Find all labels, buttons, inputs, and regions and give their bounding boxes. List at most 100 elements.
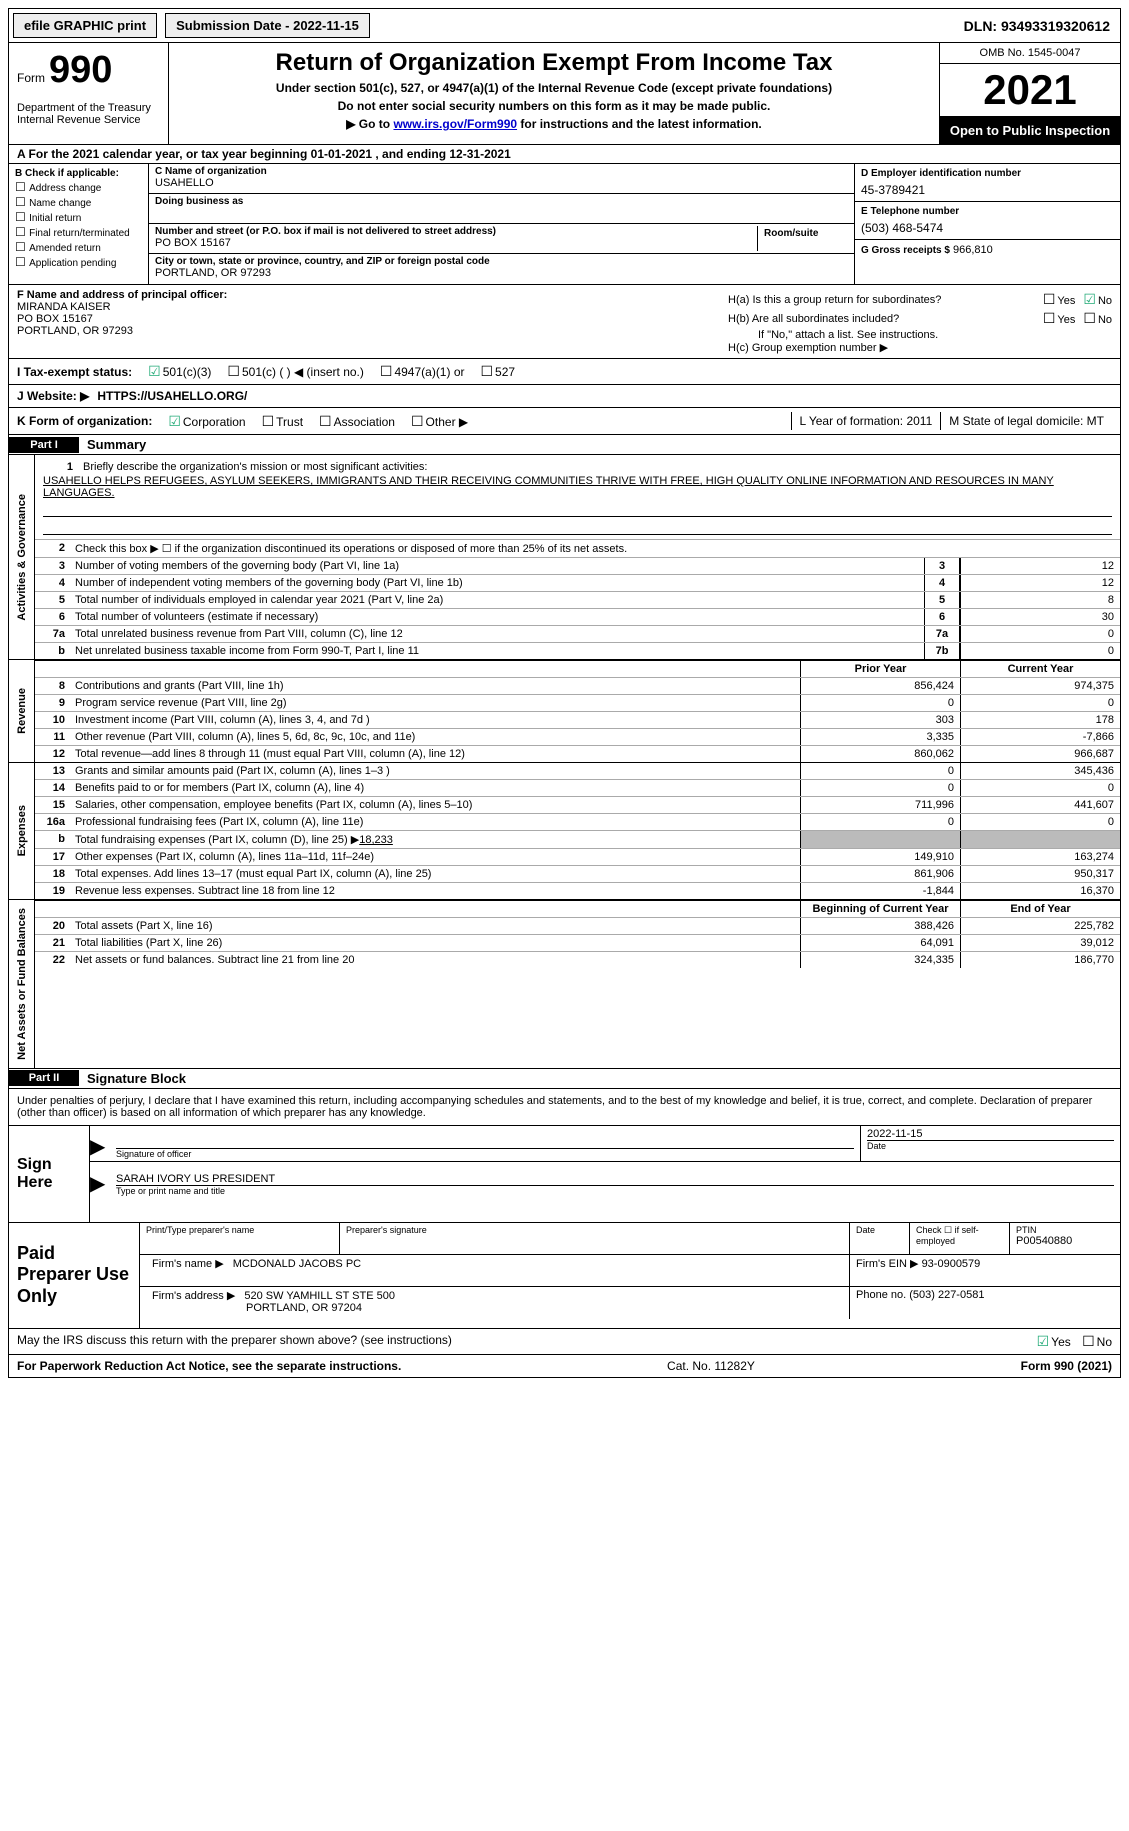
org-name: USAHELLO bbox=[155, 177, 848, 189]
ha-no[interactable]: No bbox=[1075, 291, 1112, 308]
hb-no[interactable]: No bbox=[1075, 310, 1112, 327]
hdr-curr: Current Year bbox=[960, 661, 1120, 677]
firm-addr2: PORTLAND, OR 97204 bbox=[146, 1302, 843, 1314]
footer-left: For Paperwork Reduction Act Notice, see … bbox=[17, 1359, 401, 1373]
e20: 225,782 bbox=[960, 918, 1120, 934]
tel-value: (503) 468-5474 bbox=[861, 221, 1114, 235]
row-k-formorg: K Form of organization: Corporation Trus… bbox=[9, 408, 1120, 435]
block-bcd: B Check if applicable: Address change Na… bbox=[9, 164, 1120, 285]
sig-name-label: Type or print name and title bbox=[116, 1185, 1114, 1196]
phone-lbl: Phone no. bbox=[856, 1289, 906, 1301]
sign-here-block: Sign Here ▶ Signature of officer 2022-11… bbox=[9, 1126, 1120, 1223]
ptin-lbl: PTIN bbox=[1016, 1225, 1114, 1235]
line-15: Salaries, other compensation, employee b… bbox=[71, 797, 800, 813]
chk-name-change[interactable]: Name change bbox=[15, 195, 142, 209]
row-j-website: J Website: ▶ HTTPS://USAHELLO.ORG/ bbox=[9, 385, 1120, 408]
col-c-orginfo: C Name of organization USAHELLO Doing bu… bbox=[149, 164, 855, 284]
efile-print-button[interactable]: efile GRAPHIC print bbox=[13, 13, 157, 38]
lb-text: Total fundraising expenses (Part IX, col… bbox=[75, 834, 359, 846]
dept-label: Department of the Treasury Internal Reve… bbox=[17, 102, 160, 126]
i-label: I Tax-exempt status: bbox=[17, 365, 132, 379]
officer-name: MIRANDA KAISER bbox=[17, 301, 712, 313]
form-subtitle: Under section 501(c), 527, or 4947(a)(1)… bbox=[175, 81, 933, 95]
chk-501c[interactable]: 501(c) ( ) ◀ (insert no.) bbox=[219, 363, 363, 380]
form-990: 990 bbox=[49, 49, 112, 92]
blank-2 bbox=[43, 517, 1112, 535]
psig-lbl: Preparer's signature bbox=[346, 1225, 843, 1235]
part1-header: Part I Summary bbox=[9, 435, 1120, 455]
net-col-hdr: Beginning of Current YearEnd of Year bbox=[35, 900, 1120, 917]
chk-trust[interactable]: Trust bbox=[254, 413, 303, 430]
penalties-text: Under penalties of perjury, I declare th… bbox=[9, 1089, 1120, 1126]
blank-1 bbox=[43, 499, 1112, 517]
line-7a: Total unrelated business revenue from Pa… bbox=[71, 626, 924, 642]
chk-addr-change[interactable]: Address change bbox=[15, 180, 142, 194]
sig-date-label: Date bbox=[867, 1140, 1114, 1151]
b20: 388,426 bbox=[800, 918, 960, 934]
line-5: Total number of individuals employed in … bbox=[71, 592, 924, 608]
col-f-officer: F Name and address of principal officer:… bbox=[9, 285, 720, 358]
j-label: J Website: ▶ bbox=[17, 389, 89, 403]
top-bar: efile GRAPHIC print Submission Date - 20… bbox=[9, 9, 1120, 43]
submission-date: Submission Date - 2022-11-15 bbox=[165, 13, 370, 38]
chk-amended[interactable]: Amended return bbox=[15, 240, 142, 254]
line-8: Contributions and grants (Part VIII, lin… bbox=[71, 678, 800, 694]
chk-corp[interactable]: Corporation bbox=[160, 413, 245, 430]
line-16a: Professional fundraising fees (Part IX, … bbox=[71, 814, 800, 830]
b-label: B Check if applicable: bbox=[15, 168, 142, 179]
line-9: Program service revenue (Part VIII, line… bbox=[71, 695, 800, 711]
instr2-suffix: for instructions and the latest informat… bbox=[517, 117, 762, 131]
city-value: PORTLAND, OR 97293 bbox=[155, 267, 848, 279]
rev-col-hdr: Prior YearCurrent Year bbox=[35, 660, 1120, 677]
form-container: efile GRAPHIC print Submission Date - 20… bbox=[8, 8, 1121, 1378]
irs-link[interactable]: www.irs.gov/Form990 bbox=[393, 117, 517, 131]
mission-text: USAHELLO HELPS REFUGEES, ASYLUM SEEKERS,… bbox=[43, 475, 1112, 499]
chk-501c3[interactable]: 501(c)(3) bbox=[140, 363, 211, 380]
chk-527[interactable]: 527 bbox=[472, 363, 515, 380]
c12: 966,687 bbox=[960, 746, 1120, 762]
l-year: L Year of formation: 2011 bbox=[791, 412, 941, 430]
paid-prep-label: Paid Preparer Use Only bbox=[9, 1223, 139, 1328]
chk-assoc[interactable]: Association bbox=[311, 413, 395, 430]
street-label: Number and street (or P.O. box if mail i… bbox=[155, 226, 757, 237]
chk-initial[interactable]: Initial return bbox=[15, 210, 142, 224]
c-name-label: C Name of organization bbox=[155, 166, 848, 177]
line-14: Benefits paid to or for members (Part IX… bbox=[71, 780, 800, 796]
chk-pending[interactable]: Application pending bbox=[15, 255, 142, 269]
sig-officer-label: Signature of officer bbox=[116, 1148, 854, 1159]
form-label: Form bbox=[17, 71, 45, 85]
tax-year: 2021 bbox=[940, 64, 1120, 117]
e22: 186,770 bbox=[960, 952, 1120, 968]
city-label: City or town, state or province, country… bbox=[155, 256, 848, 267]
chk-final[interactable]: Final return/terminated bbox=[15, 225, 142, 239]
hb-yes[interactable]: Yes bbox=[1035, 310, 1076, 327]
part2-bar: Part II bbox=[9, 1070, 79, 1086]
ha-yes[interactable]: Yes bbox=[1035, 291, 1076, 308]
val-4: 12 bbox=[960, 575, 1120, 591]
block-fh: F Name and address of principal officer:… bbox=[9, 285, 1120, 359]
hdr-beg: Beginning of Current Year bbox=[800, 901, 960, 917]
f-label: F Name and address of principal officer: bbox=[17, 289, 712, 301]
instruction-2: Go to www.irs.gov/Form990 for instructio… bbox=[175, 117, 933, 131]
p19: -1,844 bbox=[800, 883, 960, 899]
ptin-val: P00540880 bbox=[1016, 1235, 1114, 1247]
val-5: 8 bbox=[960, 592, 1120, 608]
part1-bar: Part I bbox=[9, 437, 79, 453]
irs-no[interactable]: No bbox=[1074, 1335, 1112, 1349]
irs-yes[interactable]: Yes bbox=[1029, 1335, 1071, 1349]
form-number: Form 990 bbox=[17, 49, 160, 92]
col-d-contact: D Employer identification number 45-3789… bbox=[855, 164, 1120, 284]
footer-row: For Paperwork Reduction Act Notice, see … bbox=[9, 1355, 1120, 1377]
chk-4947[interactable]: 4947(a)(1) or bbox=[372, 363, 465, 380]
p14: 0 bbox=[800, 780, 960, 796]
p18: 861,906 bbox=[800, 866, 960, 882]
form-header: Form 990 Department of the Treasury Inte… bbox=[9, 43, 1120, 145]
chk-other[interactable]: Other ▶ bbox=[403, 413, 468, 430]
p16a: 0 bbox=[800, 814, 960, 830]
part2-title: Signature Block bbox=[79, 1069, 194, 1088]
p9: 0 bbox=[800, 695, 960, 711]
col-b-checkboxes: B Check if applicable: Address change Na… bbox=[9, 164, 149, 284]
line-11: Other revenue (Part VIII, column (A), li… bbox=[71, 729, 800, 745]
check-self[interactable]: Check ☐ if self-employed bbox=[910, 1223, 1010, 1254]
c17: 163,274 bbox=[960, 849, 1120, 865]
